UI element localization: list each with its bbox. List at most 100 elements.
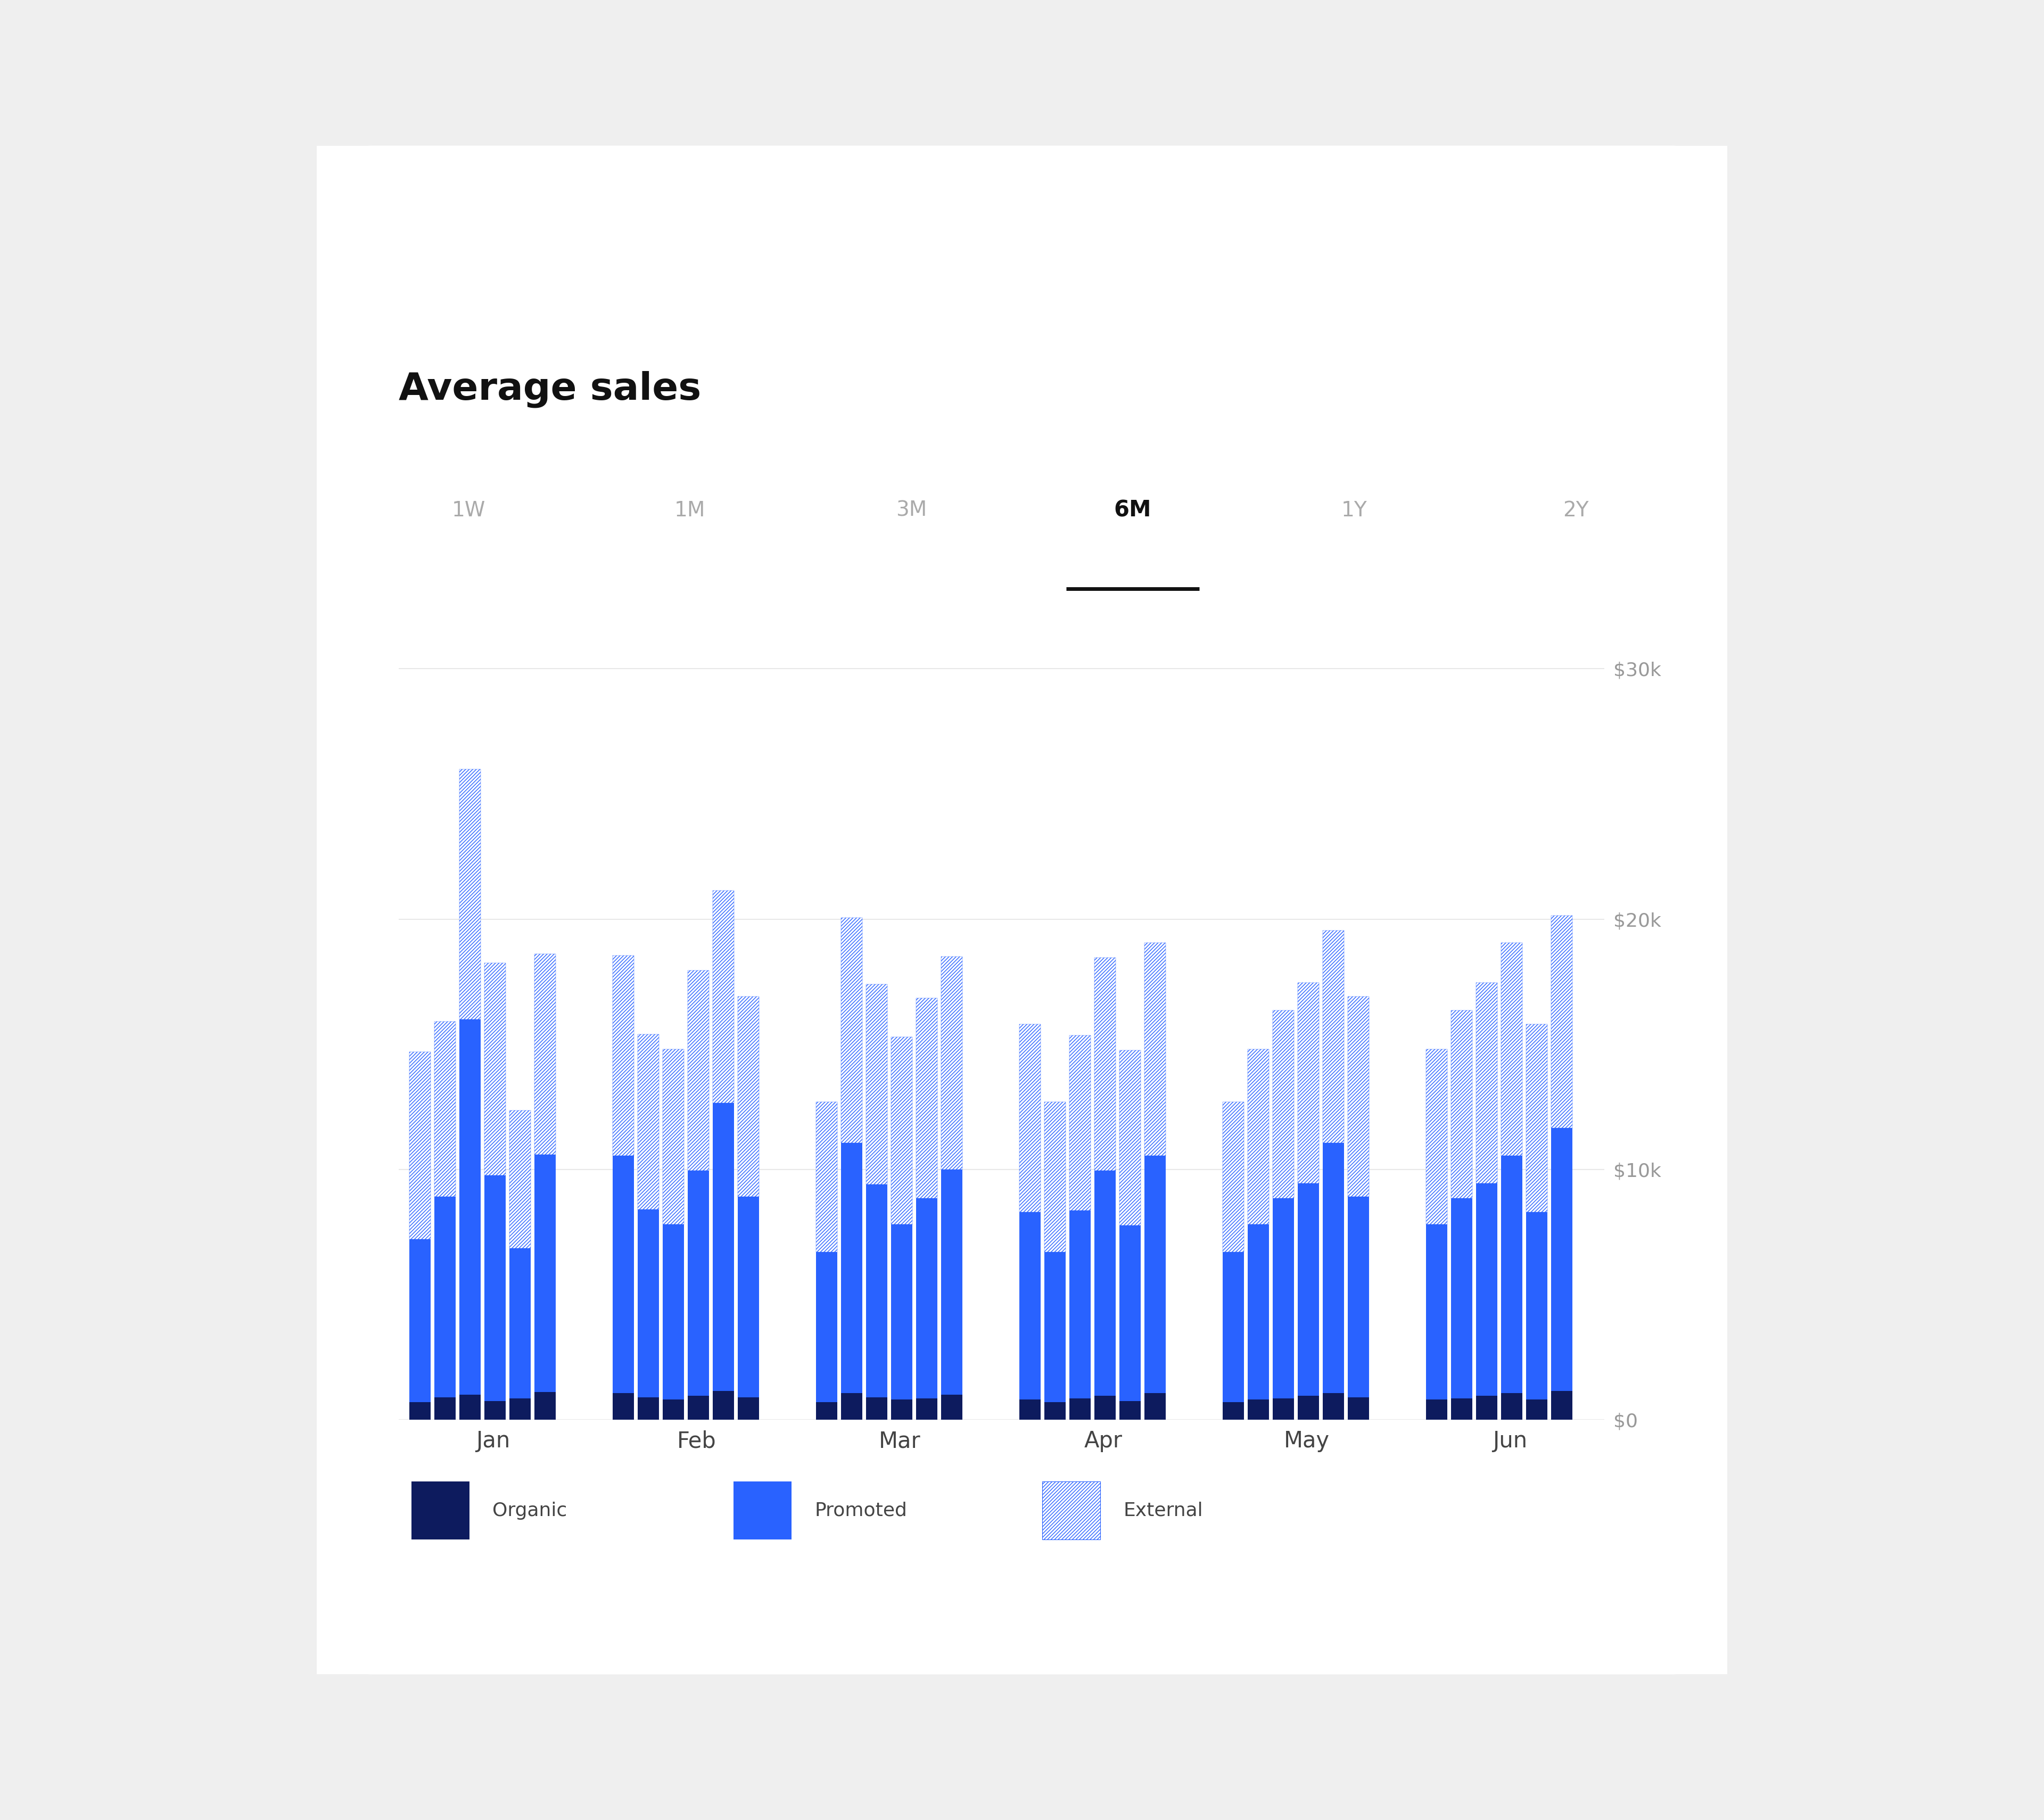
Bar [1527, 1025, 1547, 1212]
Bar [916, 1398, 938, 1420]
Bar [1247, 1225, 1269, 1400]
Bar [687, 970, 709, 1170]
Bar [713, 1103, 734, 1390]
Bar [1347, 997, 1369, 1198]
Text: 1M: 1M [675, 500, 705, 521]
Bar [1551, 1390, 1572, 1420]
Bar [1476, 983, 1498, 1183]
Bar [1527, 1212, 1547, 1400]
Bar [1427, 1400, 1447, 1420]
Bar [738, 1398, 758, 1420]
Bar [460, 1394, 480, 1420]
Bar [840, 1143, 863, 1394]
Bar [1500, 1394, 1523, 1420]
Bar [1500, 1156, 1523, 1394]
Bar [638, 1034, 658, 1208]
Bar [460, 1019, 480, 1394]
Bar [942, 957, 963, 1170]
Bar [1476, 1183, 1498, 1396]
Bar [1222, 1252, 1245, 1401]
Bar [509, 1110, 531, 1249]
Bar [1347, 1398, 1369, 1420]
Bar [1145, 943, 1165, 1156]
Bar [840, 1394, 863, 1420]
Bar [1322, 1394, 1345, 1420]
Text: 6M: 6M [1114, 499, 1151, 522]
Bar [1322, 930, 1345, 1143]
Bar [867, 985, 887, 1185]
Bar [484, 1176, 505, 1401]
Bar [1347, 1198, 1369, 1398]
Bar [662, 1048, 685, 1225]
Bar [713, 890, 734, 1103]
Bar [1476, 1396, 1498, 1420]
Bar [536, 954, 556, 1154]
Bar [433, 1198, 456, 1398]
Bar [713, 1390, 734, 1420]
Text: Average sales: Average sales [399, 371, 701, 408]
Bar [1451, 1398, 1472, 1420]
Bar [1145, 1394, 1165, 1420]
Bar [484, 963, 505, 1176]
Bar [638, 1398, 658, 1420]
Bar [613, 956, 634, 1156]
Text: 1Y: 1Y [1341, 500, 1367, 521]
Bar [536, 1154, 556, 1392]
Bar [1273, 1010, 1294, 1198]
Bar [816, 1401, 838, 1420]
Bar [1145, 1156, 1165, 1394]
Text: Organic: Organic [493, 1501, 568, 1520]
Bar [1094, 1170, 1116, 1396]
Bar [536, 1392, 556, 1420]
Bar [1222, 1101, 1245, 1252]
Bar [687, 1396, 709, 1420]
Bar [1451, 1198, 1472, 1398]
FancyBboxPatch shape [317, 146, 1727, 1674]
Bar [409, 1239, 431, 1401]
Bar [891, 1225, 912, 1400]
Text: 3M: 3M [895, 500, 926, 521]
Bar [1042, 1481, 1100, 1540]
Bar [1427, 1048, 1447, 1225]
Bar [816, 1252, 838, 1401]
Bar [484, 1401, 505, 1420]
Bar [433, 1398, 456, 1420]
Bar [1298, 1183, 1318, 1396]
Bar [509, 1249, 531, 1398]
Bar [1273, 1198, 1294, 1398]
Bar [409, 1052, 431, 1239]
Bar [433, 1021, 456, 1198]
Bar [687, 1170, 709, 1396]
Bar [1500, 943, 1523, 1156]
Bar [738, 1198, 758, 1398]
Bar [816, 1101, 838, 1252]
Bar [411, 1481, 470, 1540]
Bar [1044, 1401, 1065, 1420]
Bar [734, 1481, 791, 1540]
Bar [1551, 915, 1572, 1128]
Text: 1W: 1W [452, 500, 484, 521]
Bar [1247, 1400, 1269, 1420]
Bar [1020, 1025, 1040, 1212]
Bar [867, 1185, 887, 1398]
Bar [1120, 1225, 1141, 1401]
Bar [1298, 983, 1318, 1183]
Bar [840, 917, 863, 1143]
Bar [1020, 1212, 1040, 1400]
Bar [891, 1400, 912, 1420]
Bar [409, 1401, 431, 1420]
Bar [1044, 1252, 1065, 1401]
Bar [867, 1398, 887, 1420]
Text: 2Y: 2Y [1564, 500, 1588, 521]
Bar [916, 997, 938, 1198]
Bar [613, 1156, 634, 1394]
Bar [1451, 1010, 1472, 1198]
Text: Promoted: Promoted [814, 1501, 908, 1520]
Bar [1322, 1143, 1345, 1394]
Bar [1222, 1401, 1245, 1420]
Bar [1120, 1050, 1141, 1225]
Bar [1094, 957, 1116, 1170]
Bar [638, 1210, 658, 1398]
Bar [1427, 1225, 1447, 1400]
Bar [1020, 1400, 1040, 1420]
